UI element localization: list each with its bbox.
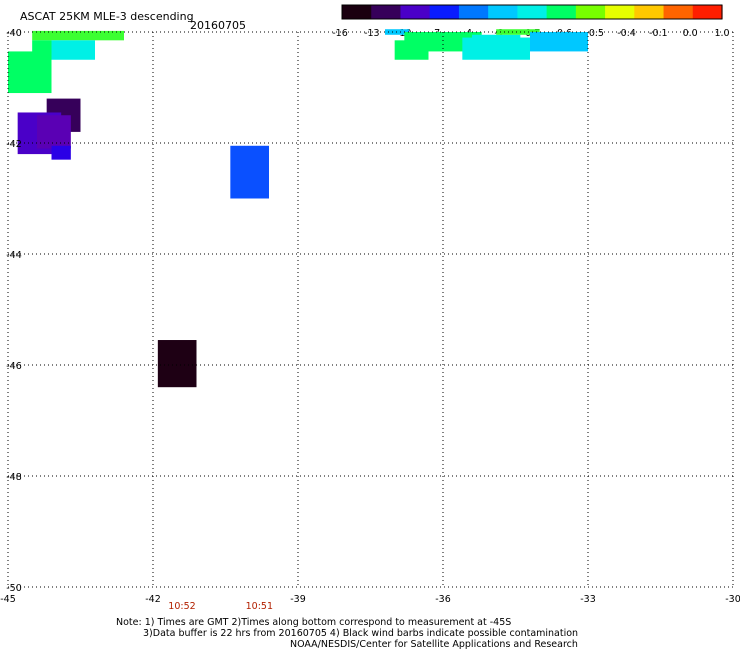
colorbar-segment bbox=[663, 5, 694, 19]
colorbar-label: -0.5 bbox=[585, 28, 604, 39]
lon-tick-label: -30 bbox=[725, 594, 740, 605]
lat-tick-label: -48 bbox=[6, 472, 22, 483]
colorbar-label: -0.4 bbox=[617, 28, 636, 39]
colorbar-segment bbox=[458, 5, 489, 19]
wind-cell bbox=[157, 340, 197, 388]
colorbar bbox=[341, 4, 723, 20]
lat-tick-label: -50 bbox=[6, 583, 22, 594]
colorbar-segment bbox=[575, 5, 606, 19]
colorbar-segment bbox=[605, 5, 635, 19]
wind-cell bbox=[8, 51, 52, 94]
lat-tick-label: -44 bbox=[6, 250, 22, 261]
wind-cell bbox=[496, 29, 540, 35]
colorbar-segment bbox=[488, 5, 518, 19]
colorbar-segment bbox=[400, 5, 431, 19]
longitude-labels: -45 -42 -39 -36 -33 -30 bbox=[0, 594, 740, 605]
lat-tick-label: -42 bbox=[6, 139, 22, 150]
colorbar-segment bbox=[429, 5, 460, 19]
wind-cell bbox=[37, 115, 71, 149]
wind-cell bbox=[530, 32, 588, 52]
colorbar-label: 0.0 bbox=[683, 28, 698, 39]
map-title: ASCAT 25KM MLE-3 descending bbox=[20, 10, 194, 23]
colorbar-segment bbox=[371, 5, 402, 19]
colorbar-segment bbox=[342, 5, 372, 19]
note-line-2: 3)Data buffer is 22 hrs from 20160705 4)… bbox=[143, 628, 578, 639]
map-date: 20160705 bbox=[190, 19, 246, 32]
wind-cell bbox=[51, 40, 95, 60]
time-label: 10:52 bbox=[168, 601, 195, 612]
time-labels: 10:52 10:51 bbox=[168, 601, 273, 612]
lon-tick-label: -33 bbox=[580, 594, 596, 605]
colorbar-label: -0.1 bbox=[649, 28, 668, 39]
colorbar-frame bbox=[341, 4, 723, 20]
colorbar-label: -16 bbox=[332, 28, 348, 39]
wind-cell bbox=[51, 145, 71, 160]
colorbar-segment bbox=[546, 5, 577, 19]
wind-cell bbox=[394, 40, 429, 60]
lat-tick-label: -40 bbox=[6, 28, 22, 39]
lat-lon-grid bbox=[7, 31, 734, 588]
wind-cell bbox=[385, 29, 410, 35]
latitude-labels: -40 -42 -44 -46 -48 -50 bbox=[6, 28, 22, 594]
colorbar-label: -13 bbox=[364, 28, 380, 39]
colorbar-segment bbox=[692, 5, 723, 19]
time-label: 10:51 bbox=[246, 601, 273, 612]
lon-tick-label: -39 bbox=[290, 594, 306, 605]
wind-cells bbox=[8, 29, 588, 388]
note-line-3: NOAA/NESDIS/Center for Satellite Applica… bbox=[290, 639, 578, 650]
note-line-1: Note: 1) Times are GMT 2)Times along bot… bbox=[116, 617, 511, 628]
lon-tick-label: -36 bbox=[435, 594, 451, 605]
colorbar-segment bbox=[634, 5, 665, 19]
colorbar-segment bbox=[517, 5, 548, 19]
wind-cell bbox=[32, 30, 124, 41]
lon-tick-label: -45 bbox=[0, 594, 16, 605]
lon-tick-label: -42 bbox=[145, 594, 161, 605]
colorbar-label: 1.0 bbox=[714, 28, 729, 39]
lat-tick-label: -46 bbox=[6, 361, 22, 372]
wind-cell bbox=[230, 145, 269, 199]
wind-cell bbox=[462, 37, 530, 60]
